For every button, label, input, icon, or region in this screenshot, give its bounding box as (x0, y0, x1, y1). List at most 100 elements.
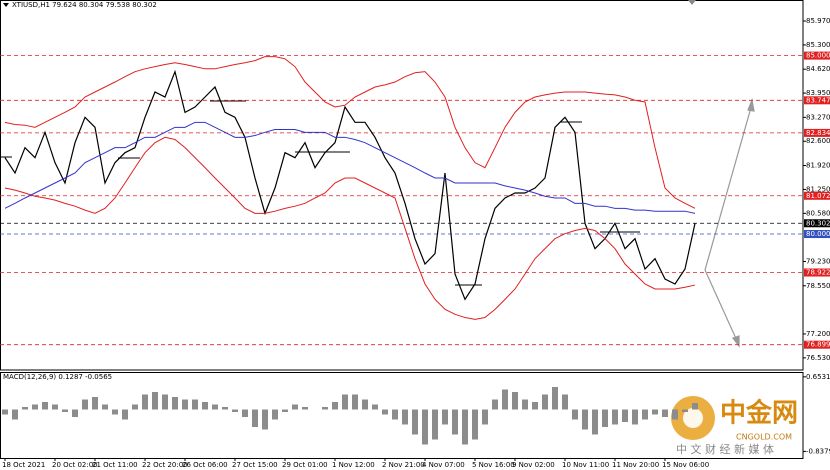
y-tick-label: 77.200 (806, 330, 830, 338)
macd-bar (522, 399, 528, 410)
macd-bar (652, 409, 658, 415)
macd-bar (552, 387, 558, 410)
arrow-up (704, 103, 753, 271)
y-tick-label: 78.550 (806, 282, 830, 290)
macd-bar (692, 403, 698, 410)
level-box (804, 191, 830, 200)
macd-bar (632, 409, 638, 425)
chart-title: XTIUSD,H1 79.624 80.304 79.538 80.302 (12, 1, 157, 9)
macd-bar (482, 409, 488, 425)
x-tick-label: 22 Oct 20:00 (142, 461, 188, 469)
x-tick-label: 5 Nov 16:00 (472, 461, 515, 469)
macd-bar (642, 409, 648, 420)
level-label: 78.922 (806, 269, 830, 277)
arrowhead (732, 335, 740, 348)
macd-bar (672, 409, 678, 420)
price-line (4, 56, 696, 209)
macd-bar (182, 399, 188, 410)
level-box (804, 230, 830, 239)
macd-title: MACD(12,26,9) 0.1287 -0.0565 (3, 373, 112, 381)
y-tick-label: 80.580 (806, 209, 830, 217)
macd-bar (142, 394, 148, 410)
level-label: 80.000 (806, 230, 830, 238)
macd-bar (152, 392, 158, 410)
level-box (804, 340, 830, 349)
x-tick-label: 18 Oct 2021 (2, 461, 45, 469)
macd-bar (442, 409, 448, 425)
price-line (4, 69, 696, 301)
macd-bar (72, 409, 78, 417)
watermark-site: CNGOLD.COM (736, 433, 792, 442)
macd-bar (112, 409, 118, 415)
x-tick-label: 20 Oct 02:00 (52, 461, 98, 469)
y-tick-label: 84.620 (806, 65, 830, 73)
macd-bar (532, 402, 538, 410)
level-label: 82.834 (806, 129, 830, 137)
y-tick-label: 79.230 (806, 258, 830, 266)
macd-bar (192, 399, 198, 410)
trend-lines (0, 100, 640, 286)
macd-bar (62, 409, 68, 412)
macd-bar (212, 404, 218, 410)
level-box (804, 268, 830, 277)
x-tick-label: 1 Nov 12:00 (332, 461, 375, 469)
macd-bar (22, 407, 28, 410)
main-panel (0, 0, 804, 371)
macd-bar (612, 409, 618, 425)
macd-bar (602, 409, 608, 427)
price-line (4, 121, 696, 214)
x-tick-label: 2 Nov 21:00 (382, 461, 425, 469)
panel-handle (688, 0, 696, 5)
watermark-tagline: 中 文 财 经 新 媒 体 (676, 442, 774, 456)
macd-bar (582, 409, 588, 430)
macd-bar (252, 409, 258, 427)
macd-bar (272, 409, 278, 420)
watermark-logo: 中金网 (720, 398, 798, 429)
level-label: 85.000 (806, 52, 830, 60)
x-tick-label: 21 Oct 11:00 (92, 461, 138, 469)
macd-bar (402, 409, 408, 425)
level-label: 83.747 (806, 96, 830, 104)
macd-bar (242, 409, 248, 417)
arrowhead (747, 97, 755, 112)
x-tick-label: 11 Nov 20:00 (612, 461, 659, 469)
macd-bar (222, 407, 228, 410)
macd-bar (492, 399, 498, 410)
macd-bar (12, 409, 18, 420)
x-tick-label: 27 Oct 15:00 (232, 461, 278, 469)
level-box (804, 51, 830, 60)
y-tick-label: 85.970 (806, 17, 830, 25)
macd-bar (52, 404, 58, 410)
macd-bar (172, 397, 178, 410)
macd-bar (472, 409, 478, 440)
macd-bar (42, 402, 48, 410)
x-tick-label: 15 Nov 06:00 (662, 461, 709, 469)
symbol-marker (3, 3, 9, 7)
level-label: 80.302 (806, 219, 830, 227)
macd-bar (2, 409, 8, 415)
forecast-arrows (704, 97, 755, 348)
level-box (804, 96, 830, 105)
y-tick-label: 81.250 (806, 185, 830, 193)
macd-bar (262, 409, 268, 430)
macd-bar (542, 394, 548, 410)
macd-bar (452, 409, 458, 435)
level-box (804, 128, 830, 137)
macd-bar (422, 409, 428, 445)
x-tick-label: 10 Nov 11:00 (562, 461, 609, 469)
price-line (4, 136, 696, 320)
y-tick-label: 82.600 (806, 137, 830, 145)
macd-bar (292, 404, 298, 410)
macd-bar (622, 409, 628, 422)
macd-bar (162, 394, 168, 410)
macd-bar (352, 394, 358, 410)
macd-bar (662, 409, 668, 417)
macd-bar (232, 409, 238, 412)
macd-bar (412, 409, 418, 435)
x-tick-label: 4 Nov 07:00 (422, 461, 465, 469)
macd-bar (102, 404, 108, 410)
y-tick-label: 83.270 (806, 113, 830, 121)
macd-bar (382, 409, 388, 415)
macd-bar (82, 399, 88, 410)
